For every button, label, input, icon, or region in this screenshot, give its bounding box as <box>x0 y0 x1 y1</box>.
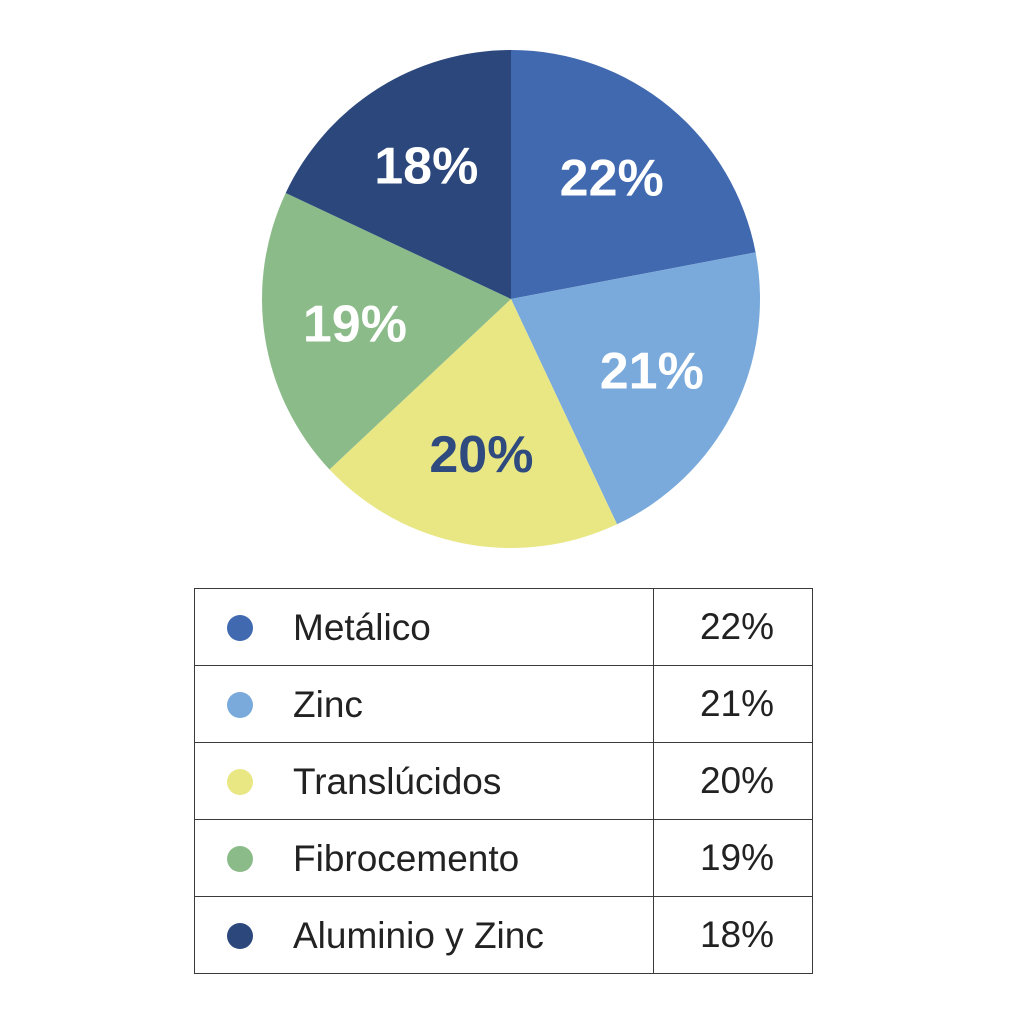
pie-slice <box>329 299 618 548</box>
legend-value: 18% <box>653 896 813 974</box>
pie-slice-label: 19% <box>303 296 407 354</box>
legend-color-dot <box>227 846 253 873</box>
legend-value: 22% <box>653 588 813 666</box>
legend-value: 20% <box>653 742 813 820</box>
pie-slices <box>262 50 761 548</box>
legend-row-metalico: Metálico 22% <box>194 588 813 666</box>
legend-value: 19% <box>653 819 813 897</box>
legend-name-cell: Fibrocemento <box>194 819 654 897</box>
legend-name: Translúcidos <box>293 761 502 803</box>
legend-row-translucidos: Translúcidos 20% <box>194 742 813 820</box>
legend-name-cell: Metálico <box>194 588 654 666</box>
pie-slice-label: 22% <box>560 149 664 207</box>
legend-name-cell: Translúcidos <box>194 742 654 820</box>
legend-name: Fibrocemento <box>293 838 520 880</box>
legend-color-dot <box>227 615 253 642</box>
legend-value: 21% <box>653 665 813 743</box>
pie-slice <box>262 192 511 470</box>
legend-row-aluminio-y-zinc: Aluminio y Zinc 18% <box>194 896 813 974</box>
legend-row-zinc: Zinc 21% <box>194 665 813 743</box>
pie-chart: 22% 21% 20% 19% 18% <box>262 50 761 548</box>
legend-row-fibrocemento: Fibrocemento 19% <box>194 819 813 897</box>
legend-name: Zinc <box>293 684 363 726</box>
pie-slice-label: 18% <box>374 138 478 196</box>
pie-slice <box>511 252 761 525</box>
pie-labels: 22% 21% 20% 19% 18% <box>303 138 704 485</box>
pie-slice-label: 20% <box>429 426 533 484</box>
legend-name-cell: Zinc <box>194 665 654 743</box>
legend-name: Aluminio y Zinc <box>293 915 544 957</box>
legend-color-dot <box>227 923 253 950</box>
pie-slice <box>285 50 511 299</box>
pie-slice <box>511 50 756 299</box>
legend-color-dot <box>227 769 253 796</box>
legend-color-dot <box>227 692 253 719</box>
legend-table: Metálico 22% Zinc 21% Translúcidos 20% F… <box>194 588 813 974</box>
legend-name: Metálico <box>293 607 431 649</box>
pie-slice-label: 21% <box>600 343 704 401</box>
legend-name-cell: Aluminio y Zinc <box>194 896 654 974</box>
